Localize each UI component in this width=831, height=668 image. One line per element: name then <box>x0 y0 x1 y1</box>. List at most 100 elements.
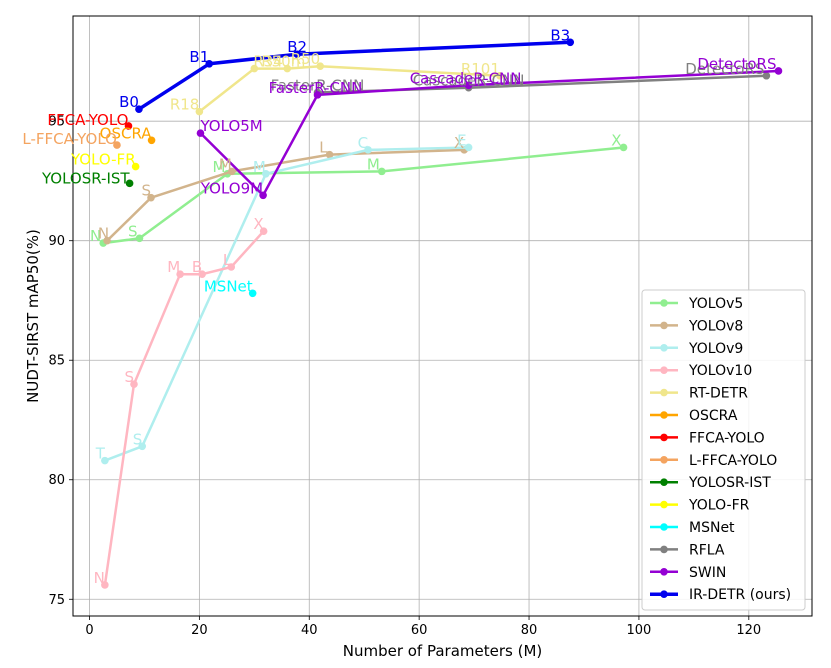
data-point-yolov9 <box>464 143 473 152</box>
legend-entry-oscra: OSCRA <box>650 408 738 424</box>
plot-area-frame <box>72 15 813 617</box>
legend-entry-swin: SWIN <box>650 565 726 581</box>
point-label: L <box>319 139 328 157</box>
data-point-yolov8 <box>147 193 155 202</box>
data-point-rt-detr <box>283 64 292 73</box>
legend-entry-yolov10: YOLOv10 <box>650 363 752 379</box>
point-label: X <box>253 215 263 233</box>
legend-swatch-marker <box>660 500 668 509</box>
legend-swatch-marker <box>660 523 668 531</box>
legend-swatch-marker <box>660 344 668 352</box>
axis-ticks: 0 20 40 60 80 100 120 75 80 85 90 95 <box>48 115 761 638</box>
x-tick-label: 0 <box>85 623 93 638</box>
series-ffca-yolo <box>124 122 133 130</box>
legend: YOLOv5 YOLOv8 YOLOv9 YOLOv10 RT-DETR OSCRA FFC… <box>641 289 806 611</box>
series-layer <box>99 38 783 589</box>
legend-entry-ffca-yolo: FFCA-YOLO <box>650 430 765 446</box>
legend-label: YOLO-FR <box>688 498 750 514</box>
point-label: S <box>141 182 151 200</box>
point-label: R18 <box>170 96 200 114</box>
point-label: YOLO9M <box>200 179 263 197</box>
data-point-yolov10 <box>198 270 206 278</box>
legend-label: YOLOv10 <box>688 363 752 379</box>
legend-label: RT-DETR <box>689 386 748 402</box>
legend-label: SWIN <box>689 565 726 581</box>
point-label: B <box>192 258 202 276</box>
data-point-yolov10 <box>259 227 268 235</box>
data-point-yolov10 <box>101 581 109 589</box>
point-label: L <box>223 251 232 269</box>
point-label: S <box>124 368 134 386</box>
series-line-ir-detr-ours <box>137 40 571 111</box>
legend-label: OSCRA <box>689 408 738 424</box>
legend-swatch-marker <box>660 433 668 442</box>
data-point-swin <box>259 191 267 200</box>
point-label: M <box>367 155 380 173</box>
legend-swatch-marker <box>660 411 668 419</box>
series-ir-detr-ours <box>135 38 575 114</box>
legend-swatch-marker <box>660 590 668 598</box>
point-label: FasterR-CNN <box>269 79 363 97</box>
legend-entry-rt-detr: RT-DETR <box>650 386 748 402</box>
series-l-ffca-yolo <box>113 141 121 149</box>
point-label: M <box>253 158 266 176</box>
data-point-yolov9 <box>364 146 372 154</box>
x-tick-label: 60 <box>411 623 428 638</box>
legend-label: RFLA <box>689 542 725 558</box>
y-tick-label: 90 <box>48 234 65 249</box>
data-point-yolosr-ist <box>125 179 134 188</box>
data-point-swin <box>196 129 205 137</box>
point-label: CascadeR-CNN <box>410 69 522 87</box>
x-tick-label: 80 <box>521 623 538 638</box>
data-point-ir-detr-ours <box>135 105 143 114</box>
point-label: X <box>611 131 621 149</box>
data-point-yolov10 <box>227 263 236 271</box>
x-tick-label: 40 <box>301 623 318 638</box>
point-label: DetectoRS <box>697 55 776 73</box>
legend-label: YOLOv5 <box>688 296 743 312</box>
data-point-rt-detr <box>250 64 259 73</box>
point-label: B0 <box>119 93 139 111</box>
point-label: B3 <box>550 26 570 44</box>
data-point-yolov9 <box>101 456 109 465</box>
point-label: FFCA-YOLO <box>47 111 128 129</box>
legend-entry-yolosr-ist: YOLOSR-IST <box>650 475 771 491</box>
point-label: DetectoRS <box>685 60 764 78</box>
point-label: OSCRA <box>100 124 153 142</box>
legend-label: MSNet <box>689 520 735 536</box>
legend-swatch-marker <box>660 568 668 576</box>
x-tick-label: 100 <box>627 623 652 638</box>
point-label: L-FFCA-YOLO <box>22 130 117 148</box>
legend-box <box>641 289 806 611</box>
series-yolov8 <box>103 146 469 245</box>
data-point-oscra <box>147 136 156 145</box>
legend-label: YOLOSR-IST <box>688 475 771 491</box>
data-point-msnet <box>248 289 257 298</box>
data-point-yolov8 <box>227 167 236 176</box>
series-yolov9 <box>101 143 473 465</box>
x-tick-label: 120 <box>736 623 761 638</box>
legend-entry-rfla: RFLA <box>650 542 725 558</box>
data-point-rt-detr <box>195 107 204 116</box>
legend-label: IR-DETR (ours) <box>689 587 791 603</box>
legend-swatch-marker <box>660 456 668 464</box>
y-axis-label: NUDT-SIRST mAP50(%) <box>24 229 42 403</box>
point-label: S <box>128 222 138 240</box>
data-point-ffca-yolo <box>124 122 133 130</box>
x-tick-label: 20 <box>191 623 208 638</box>
series-rt-detr <box>195 62 504 116</box>
data-point-l-ffca-yolo <box>113 141 121 149</box>
point-label: M <box>167 258 180 276</box>
data-point-ir-detr-ours <box>293 50 301 59</box>
data-point-rfla <box>762 71 771 80</box>
data-point-yolo-fr <box>131 162 140 171</box>
legend-label: L-FFCA-YOLO <box>689 453 777 469</box>
y-tick-label: 75 <box>48 593 65 608</box>
point-label: YOLOSR-IST <box>41 169 130 187</box>
data-point-yolov10 <box>130 380 138 388</box>
series-yolov10 <box>101 227 268 589</box>
point-label: R34 <box>253 53 283 71</box>
legend-entry-l-ffca-yolo: L-FFCA-YOLO <box>650 453 777 469</box>
point-label: R50m <box>261 53 305 71</box>
data-point-ir-detr-ours <box>205 60 214 68</box>
